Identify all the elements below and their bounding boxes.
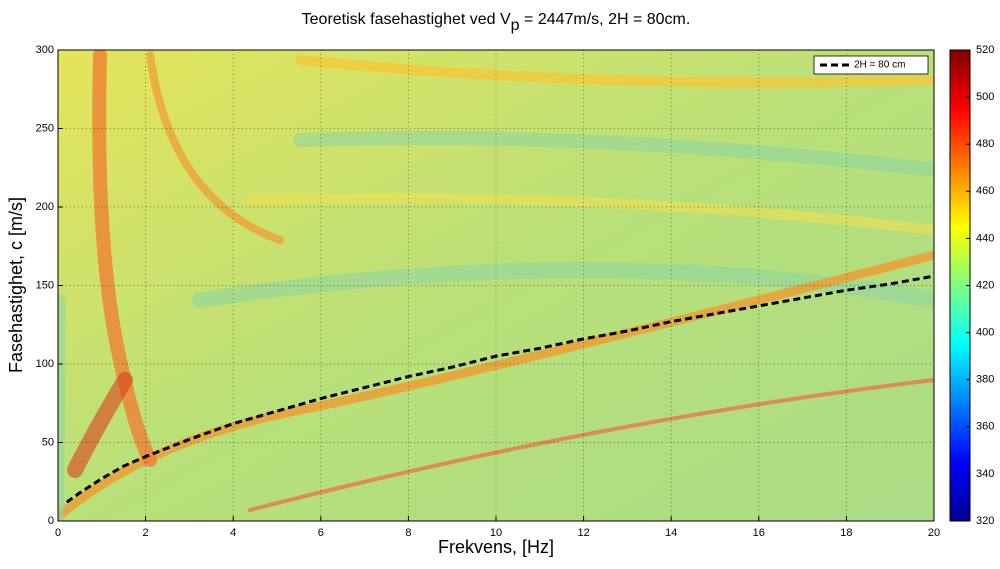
x-tick-label: 20 — [928, 527, 940, 539]
y-tick-label: 300 — [36, 44, 54, 56]
title-text: = 2447m/s, 2H = 80cm. — [520, 11, 691, 28]
colorbar-tick-label: 420 — [976, 279, 994, 291]
x-tick-label: 4 — [230, 527, 236, 539]
colorbar-tick-label: 480 — [976, 138, 994, 150]
y-axis-label: Fasehastighet, c [m/s] — [6, 197, 26, 373]
y-tick-label: 250 — [36, 122, 54, 134]
legend-box — [813, 55, 929, 75]
colorbar-tick-label: 340 — [976, 468, 994, 480]
x-tick-label: 6 — [318, 527, 324, 539]
x-tick-label: 16 — [753, 527, 765, 539]
x-tick-label: 2 — [143, 527, 149, 539]
colorbar-tick-label: 400 — [976, 327, 994, 339]
x-tick-label: 14 — [665, 527, 677, 539]
colorbar-tick-label: 320 — [976, 515, 994, 527]
colorbar-tick-label: 500 — [976, 91, 994, 103]
legend-label: 2H = 80 cm — [854, 60, 905, 71]
title-subscript: p — [511, 17, 520, 34]
colorbar-tick-label: 460 — [976, 185, 994, 197]
data-line — [65, 274, 935, 504]
x-axis-label: Frekvens, [Hz] — [438, 537, 554, 557]
x-tick-label: 10 — [490, 527, 502, 539]
x-tick-label: 18 — [840, 527, 852, 539]
x-tick-label: 12 — [577, 527, 589, 539]
x-tick-label: 8 — [405, 527, 411, 539]
title-text: Teoretisk fasehastighet ved V — [302, 11, 511, 28]
colorbar-tick-label: 520 — [976, 44, 994, 56]
y-tick-label: 100 — [36, 358, 54, 370]
colorbar-tick-label: 380 — [976, 374, 994, 386]
y-tick-label: 50 — [42, 436, 54, 448]
colorbar-tick-label: 440 — [976, 232, 994, 244]
colorbar-tick-label: 360 — [976, 421, 994, 433]
y-tick-label: 200 — [36, 201, 54, 213]
y-tick-label: 150 — [36, 279, 54, 291]
x-tick-label: 0 — [55, 527, 61, 539]
chart-title: Teoretisk fasehastighet ved Vp = 2447m/s… — [302, 11, 691, 34]
y-tick-label: 0 — [48, 515, 54, 527]
